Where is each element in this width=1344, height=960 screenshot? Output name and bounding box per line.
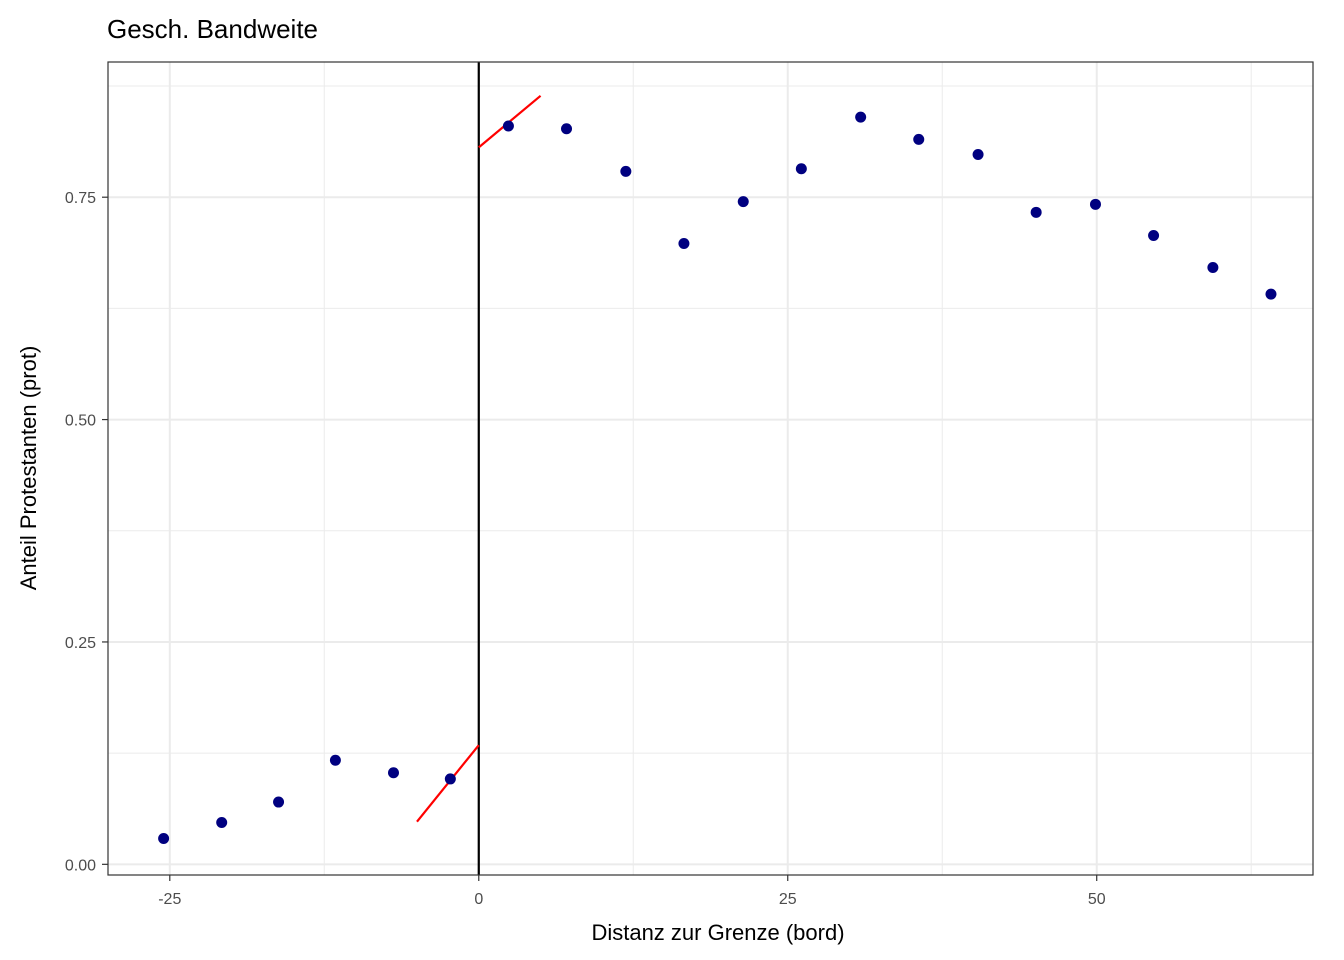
panel-border <box>107 61 1314 876</box>
data-point <box>737 196 749 208</box>
x-tick-label: 0 <box>474 891 483 908</box>
data-point <box>329 754 341 766</box>
x-tick-label: -25 <box>158 891 181 908</box>
data-point <box>444 773 456 785</box>
data-point <box>913 133 925 145</box>
data-point <box>158 833 170 845</box>
x-tick-label: 25 <box>779 891 797 908</box>
data-point <box>1265 288 1277 300</box>
y-tick-label: 0.75 <box>65 190 96 207</box>
y-axis-title: Anteil Protestanten (prot) <box>16 346 41 591</box>
data-point <box>387 767 399 779</box>
chart-title: Gesch. Bandweite <box>107 14 318 44</box>
data-point <box>561 123 573 135</box>
data-point <box>216 817 228 829</box>
y-tick-label: 0.25 <box>65 635 96 652</box>
data-point <box>855 111 867 123</box>
data-point <box>678 237 690 249</box>
x-tick-label: 50 <box>1088 891 1106 908</box>
data-point <box>620 165 632 177</box>
data-point <box>972 149 984 161</box>
axis-ticks: -25 0 25 50 0.00 0.25 0.50 0.75 <box>65 190 1106 908</box>
data-point <box>795 163 807 175</box>
data-point <box>273 796 285 808</box>
data-point <box>1030 206 1042 218</box>
data-point <box>1207 261 1219 273</box>
y-tick-label: 0.50 <box>65 413 96 430</box>
data-points <box>158 111 1277 845</box>
y-tick-label: 0.00 <box>65 857 96 874</box>
data-point <box>1148 229 1160 241</box>
minor-grid <box>108 62 1313 875</box>
x-axis-title: Distanz zur Grenze (bord) <box>591 920 844 945</box>
data-point <box>1089 198 1101 210</box>
data-point <box>502 120 514 132</box>
